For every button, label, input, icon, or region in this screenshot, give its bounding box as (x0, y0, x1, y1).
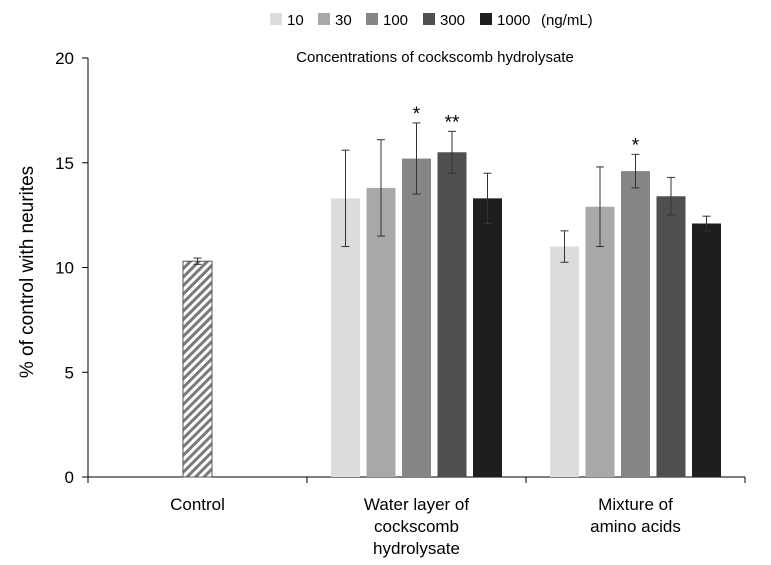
category-label-line: cockscomb (374, 517, 459, 536)
legend-swatch (366, 13, 378, 25)
legend-item-label: 300 (440, 12, 465, 29)
bar (585, 206, 615, 477)
bar (621, 171, 650, 477)
legend-title: Concentrations of cockscomb hydrolysate (296, 49, 574, 66)
category-label: Control (170, 495, 225, 514)
legend-item-label: 10 (287, 12, 304, 29)
category-label-line: amino acids (590, 517, 681, 536)
y-tick-label: 0 (65, 468, 74, 487)
legend-unit: (ng/mL) (541, 12, 593, 29)
y-tick-label: 10 (55, 259, 74, 278)
bar (550, 246, 579, 477)
significance-label: ** (445, 112, 460, 133)
y-tick-label: 15 (55, 154, 74, 173)
legend-item-label: 1000 (497, 12, 530, 29)
y-tick-label: 5 (65, 363, 74, 382)
bar (182, 260, 213, 478)
x-axis: Control Water layer of cockscomb hydrolysat… (87, 476, 746, 558)
category-label-line: Control (170, 495, 225, 514)
bar (473, 198, 502, 478)
legend-swatch (270, 13, 282, 25)
legend-swatch (318, 13, 330, 25)
category-label-line: Mixture of (598, 495, 673, 514)
legend-item-label: 30 (335, 12, 352, 29)
category-label-line: hydrolysate (373, 539, 460, 558)
category-label: Mixture of amino acids (590, 495, 681, 536)
legend-swatch (423, 13, 435, 25)
bars: * *** (182, 104, 721, 478)
y-axis-label: % of control with neurites (17, 166, 38, 378)
bar (656, 196, 686, 477)
legend: 10 30 100 300 1000 (ng/mL) (270, 12, 593, 29)
y-axis: 0 5 10 15 20 (55, 49, 89, 487)
significance-label: * (632, 135, 640, 156)
bar (692, 223, 721, 477)
legend-swatch (480, 13, 492, 25)
category-label: Water layer of cockscomb hydrolysate (364, 495, 469, 558)
bar (437, 152, 467, 477)
legend-item-label: 100 (383, 12, 408, 29)
y-tick-label: 20 (55, 49, 74, 68)
significance-label: * (413, 104, 421, 125)
category-label-line: Water layer of (364, 495, 469, 514)
bar (402, 158, 431, 477)
